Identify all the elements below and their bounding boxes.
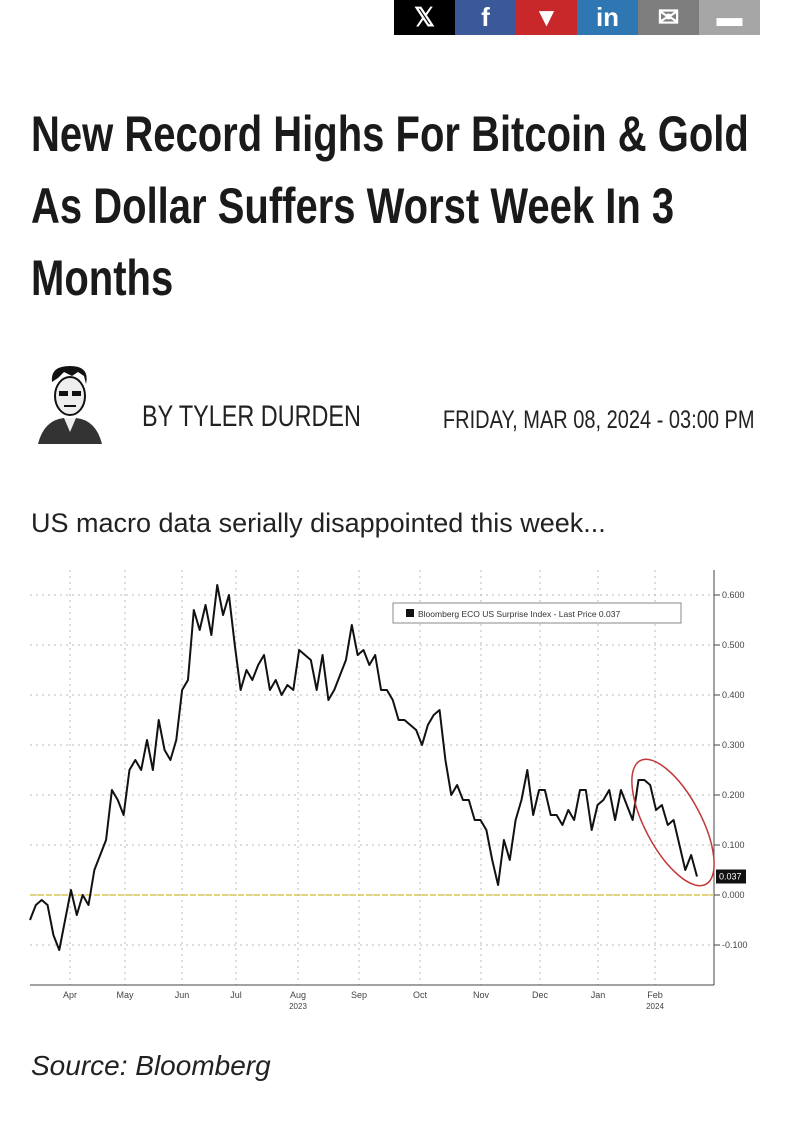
share-email-button[interactable]: ✉ <box>638 0 699 35</box>
surprise-index-chart: 0.600 0.500 0.400 0.300 0.200 0.100 0.000 -0.10… <box>29 570 748 1011</box>
share-reddit-button[interactable]: ▼ <box>516 0 577 35</box>
x-tick-label: Oct <box>413 990 428 1000</box>
x-icon: 𝕏 <box>414 2 435 32</box>
x-year-label: 2023 <box>289 1002 307 1011</box>
linkedin-icon: in <box>595 2 620 32</box>
source-caption: Source: Bloomberg <box>31 1050 271 1081</box>
annotation-ellipse <box>631 758 715 887</box>
x-tick-label: Feb <box>647 990 663 1000</box>
y-tick-label: 0.200 <box>722 790 745 800</box>
print-icon: ▬ <box>716 2 743 32</box>
author-avatar <box>38 366 102 444</box>
reddit-icon: ▼ <box>533 2 560 32</box>
legend-label: Bloomberg ECO US Surprise Index - Last P… <box>418 609 620 619</box>
x-tick-label: Jun <box>175 990 190 1000</box>
lead-paragraph: US macro data serially disappointed this… <box>31 508 606 538</box>
email-icon: ✉ <box>657 2 680 32</box>
x-tick-label: Nov <box>473 990 490 1000</box>
x-year-label: 2024 <box>646 1002 664 1011</box>
last-price-label: 0.037 <box>719 872 742 882</box>
y-tick-label: 0.300 <box>722 740 745 750</box>
y-tick-label: -0.100 <box>722 940 748 950</box>
x-tick-label: Sep <box>351 990 367 1000</box>
x-tick-label: Dec <box>532 990 549 1000</box>
share-print-button[interactable]: ▬ <box>699 0 760 35</box>
y-tick-label: 0.100 <box>722 840 745 850</box>
x-tick-label: Jan <box>591 990 606 1000</box>
share-x-button[interactable]: 𝕏 <box>394 0 455 35</box>
share-facebook-button[interactable]: f <box>455 0 516 35</box>
x-tick-label: Jul <box>230 990 242 1000</box>
y-tick-label: 0.600 <box>722 590 745 600</box>
y-tick-label: 0.400 <box>722 690 745 700</box>
article-title: New Record Highs For Bitcoin & Gold As D… <box>31 106 749 306</box>
publish-date: FRIDAY, MAR 08, 2024 - 03:00 PM <box>443 406 755 434</box>
facebook-icon: f <box>481 2 490 32</box>
author-byline[interactable]: BY TYLER DURDEN <box>142 400 361 433</box>
x-tick-label: May <box>116 990 134 1000</box>
y-tick-label: 0.500 <box>722 640 745 650</box>
share-linkedin-button[interactable]: in <box>577 0 638 35</box>
y-tick-label: 0.000 <box>722 890 745 900</box>
x-tick-label: Apr <box>63 990 77 1000</box>
legend-swatch <box>406 609 414 617</box>
legend-box <box>392 602 682 624</box>
x-tick-label: Aug <box>290 990 306 1000</box>
last-price-tag <box>716 869 746 884</box>
